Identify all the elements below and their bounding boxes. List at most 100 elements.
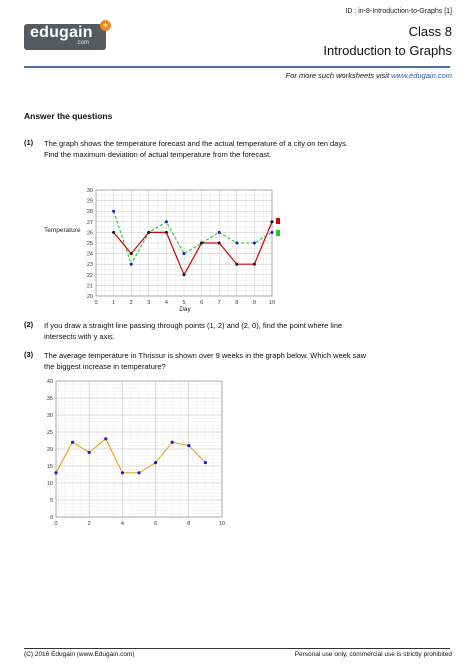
- chart1-grid: [95, 189, 273, 297]
- chart2-y-tick-label: 5: [50, 498, 53, 504]
- footer-notice: Personal use only, commercial use is str…: [294, 651, 452, 658]
- chart2-x-tick-label: 4: [121, 521, 124, 527]
- chart2-x-tick-label: 2: [88, 521, 91, 527]
- chart2-point: [71, 440, 75, 444]
- chart1-y-ticks: 20 21 22 23 24 25 26 27 28 29 30: [87, 188, 93, 300]
- question-1-text: The graph shows the temperature forecast…: [44, 138, 444, 160]
- chart2-y-tick-label: 35: [47, 396, 53, 402]
- question-2-line-1: If you draw a straight line passing thro…: [44, 321, 343, 330]
- class-title: Class 8: [408, 24, 452, 39]
- footer-divider: [24, 648, 450, 649]
- question-1-line-1: The graph shows the temperature forecast…: [44, 139, 348, 148]
- chart1-y-tick-label: 27: [87, 220, 93, 226]
- chart1-x-tick-label: 7: [218, 300, 221, 306]
- chart1-prediction-point: [235, 241, 239, 245]
- chart1-prediction-point: [252, 241, 256, 245]
- chart1-y-tick-label: 24: [87, 252, 93, 258]
- chart1-x-tick-label: 3: [147, 300, 150, 306]
- promo-link[interactable]: www.edugain.com: [391, 71, 452, 80]
- chart1-actual-point: [182, 273, 186, 277]
- chart2-point: [137, 471, 141, 475]
- chart2-point: [120, 471, 124, 475]
- chart1-y-tick-label: 30: [87, 188, 93, 194]
- chart1-x-tick-label: 9: [253, 300, 256, 306]
- logo-text: edugain: [30, 24, 93, 41]
- chart2-point: [203, 461, 207, 465]
- question-3-line-1: The average temperature in Thrissur is s…: [44, 351, 367, 360]
- promo-prefix: For more such worksheets visit: [285, 71, 392, 80]
- chart1-prediction-point: [112, 209, 116, 213]
- logo-domain: .com: [76, 40, 90, 46]
- chart2-point: [187, 444, 191, 448]
- chart2-y-tick-label: 40: [47, 379, 53, 385]
- chart2-plot-border: [55, 380, 223, 518]
- document-id: ID : in-8-Introduction-to-Graphs [1]: [345, 8, 452, 15]
- chart1-prediction-point: [217, 230, 221, 234]
- chart2-x-tick-label: 8: [187, 521, 190, 527]
- chart1-prediction-point: [182, 252, 186, 256]
- chart2-y-tick-label: 20: [47, 447, 53, 453]
- chart1-x-tick-label: 10: [269, 300, 275, 306]
- chart1-legend: ActualPrediction: [276, 218, 280, 236]
- chart2-y-tick-label: 25: [47, 430, 53, 436]
- chart2-point: [104, 437, 108, 441]
- chart1-prediction-point: [270, 230, 274, 234]
- chart2-point: [170, 440, 174, 444]
- section-title: Answer the questions: [24, 111, 113, 121]
- question-2-line-2: intersects with y axis.: [44, 332, 115, 341]
- chart1-x-tick-label: 0: [94, 300, 97, 306]
- chart1-x-tick-label: 5: [182, 300, 185, 306]
- chart1-prediction-point: [129, 262, 133, 266]
- chart1-plot-border: [95, 189, 273, 297]
- chart1-y-tick-label: 25: [87, 241, 93, 247]
- chart1-actual-point: [235, 262, 239, 266]
- chart2-y-tick-label: 15: [47, 464, 53, 470]
- logo-background: [24, 24, 106, 50]
- footer-copyright: (C) 2016 Edugain (www.Edugain.com): [24, 651, 135, 658]
- chart1-legend-prediction-swatch: [276, 230, 280, 236]
- question-3-line-2: the biggest increase in temperature?: [44, 362, 166, 371]
- chart1-x-tick-label: 1: [112, 300, 115, 306]
- chart1-actual-point: [129, 252, 133, 256]
- question-2-number: (2): [24, 320, 34, 329]
- chart1-y-tick-label: 29: [87, 199, 93, 205]
- chart1-legend-actual-swatch: [276, 218, 280, 224]
- chart2-point: [154, 461, 158, 465]
- edugain-logo[interactable]: edugain .com +: [24, 20, 111, 50]
- chart1-x-ticks: 0 1 2 3 4 5 6 7 8 9 10: [94, 300, 275, 306]
- chart1-y-tick-label: 22: [87, 273, 93, 279]
- chart2-x-ticks: 0 2 4 6 8 10: [54, 521, 225, 527]
- chart2-series: [54, 437, 207, 475]
- chart2-y-ticks: 0 5 10 15 20 25 30 35 40: [47, 379, 53, 521]
- chart1-x-tick-label: 2: [130, 300, 133, 306]
- chart1-actual-point: [164, 230, 168, 234]
- thrissur-temperature-chart: 0 5 10 15 20 25 30 35 40 0 2 4 6 8 10: [47, 379, 225, 527]
- header-divider: [24, 66, 450, 68]
- promo-text: For more such worksheets visit www.eduga…: [286, 71, 452, 80]
- chart2-line: [55, 437, 206, 474]
- chart1-y-tick-label: 26: [87, 230, 93, 236]
- chart1-actual-point: [200, 241, 204, 245]
- chart1-actual-point: [252, 262, 256, 266]
- chart2-point: [54, 471, 58, 475]
- chart1-actual-point: [270, 220, 274, 224]
- chart1-y-tick-label: 21: [87, 283, 93, 289]
- chart1-y-axis-label: Temperature: [44, 227, 81, 234]
- chart1-actual-point: [147, 230, 151, 234]
- chart1-y-tick-label: 23: [87, 262, 93, 268]
- chart2-point: [87, 450, 91, 454]
- chart1-x-tick-label: 8: [235, 300, 238, 306]
- chart2-y-tick-label: 30: [47, 413, 53, 419]
- chart2-y-tick-label: 10: [47, 481, 53, 487]
- question-2-text: If you draw a straight line passing thro…: [44, 320, 444, 342]
- question-3-number: (3): [24, 350, 34, 359]
- chart1-x-tick-label: 6: [200, 300, 203, 306]
- question-3-text: The average temperature in Thrissur is s…: [44, 350, 444, 372]
- chart1-actual-line: [113, 221, 273, 277]
- chart1-prediction-point: [164, 220, 168, 224]
- topic-title: Introduction to Graphs: [323, 43, 452, 58]
- chart2-x-tick-label: 10: [219, 521, 225, 527]
- question-1-line-2: Find the maximum deviation of actual tem…: [44, 150, 272, 159]
- chart1-actual-point: [112, 230, 116, 234]
- chart1-y-tick-label: 28: [87, 209, 93, 215]
